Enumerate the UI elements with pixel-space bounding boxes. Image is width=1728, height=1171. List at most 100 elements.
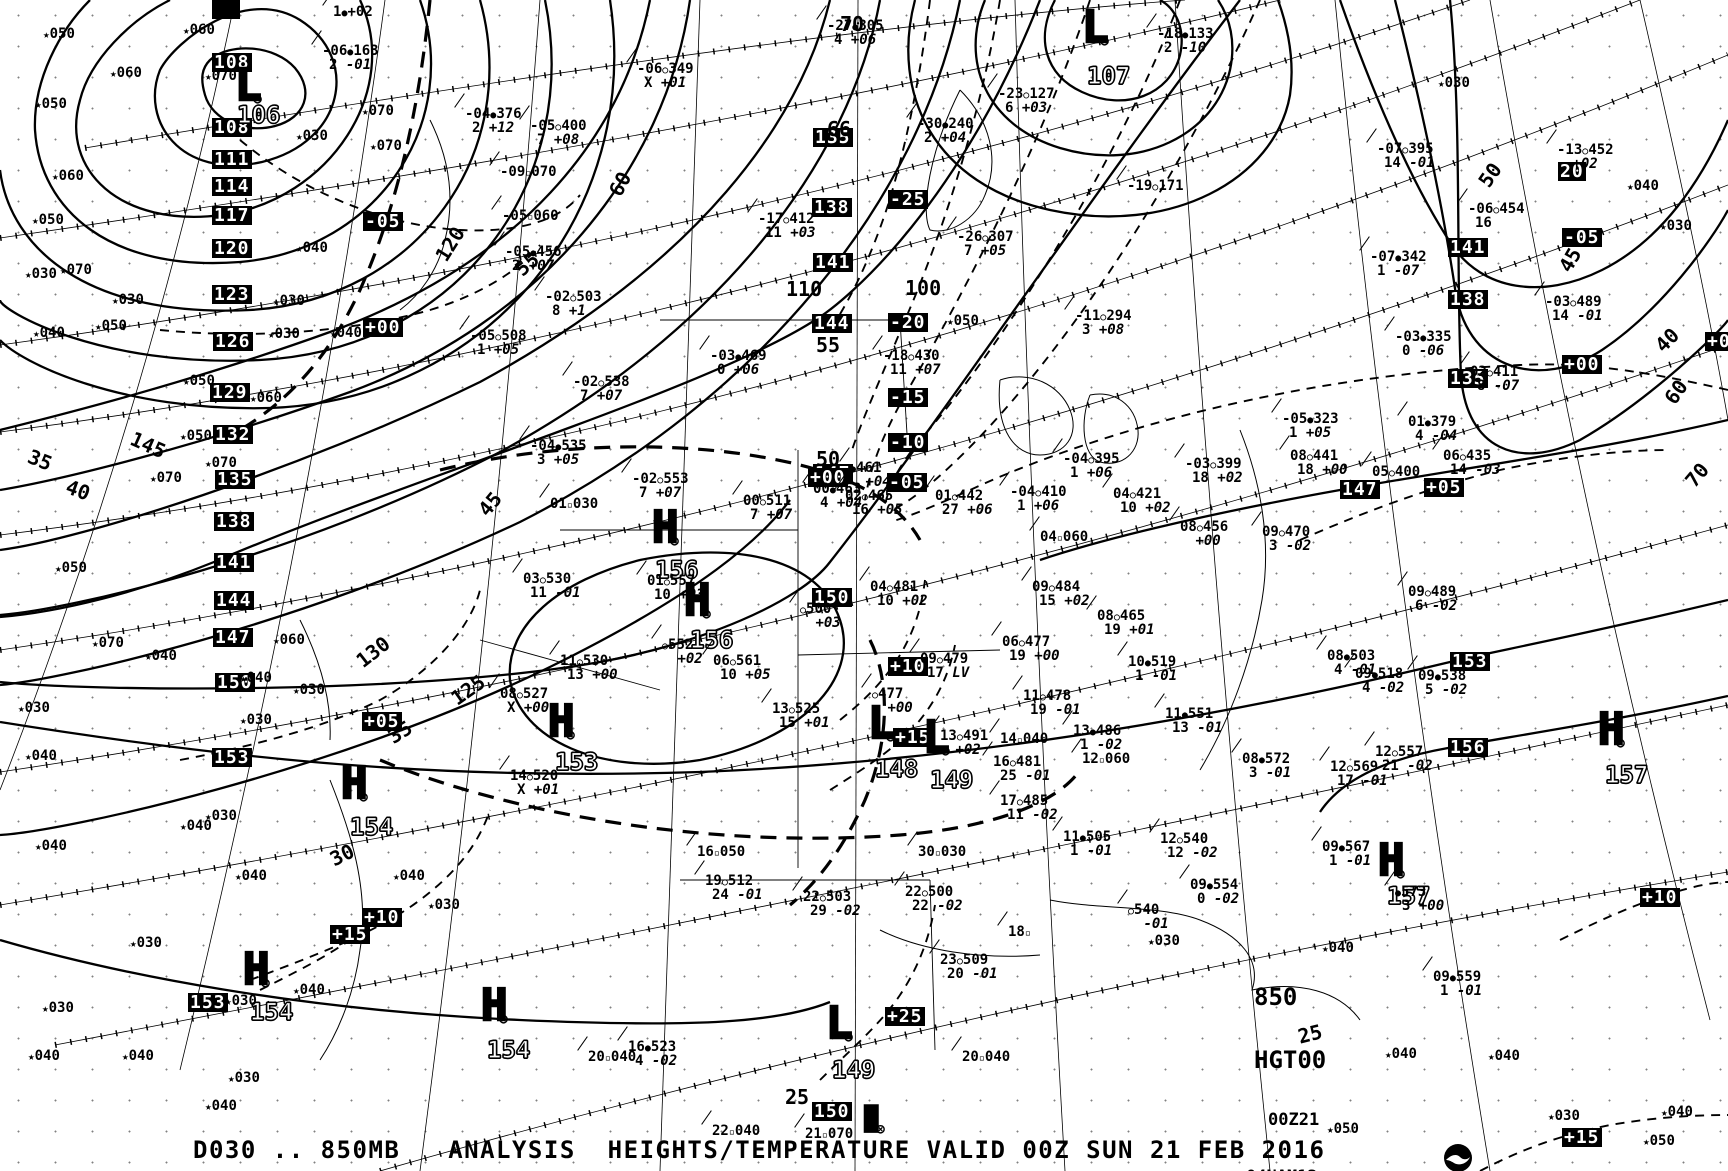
temperature-isotherm-dashed	[1559, 881, 1728, 941]
height-contour-label-box: 138	[1448, 289, 1488, 310]
station-plot: -06○349 X +01	[626, 48, 694, 90]
station-plot: -13○452 +02	[1546, 129, 1614, 171]
height-contour-line	[0, 0, 832, 552]
map-title: D030 .. 850MB ANALYSIS HEIGHTS/TEMPERATU…	[193, 1136, 1326, 1164]
station-plot: 09○479 17 LV	[909, 638, 969, 680]
temperature-isotherm-dashed	[884, 0, 1181, 506]
center-height-value: 156	[689, 625, 734, 654]
center-height-value: 157	[1604, 760, 1649, 789]
trough-axis-dashed	[788, 639, 886, 907]
station-plot: 13●486 1 -02	[1062, 710, 1122, 752]
graticule-meridian-line	[1174, 0, 1271, 1171]
graticule-meridian-line	[1014, 0, 1066, 1171]
temperature-label-box: -20	[888, 312, 928, 333]
station-plot: ●461 +04	[839, 447, 891, 489]
temperature-isotherm-dashed	[887, 0, 1261, 513]
temperature-label-box: +05	[1705, 332, 1728, 351]
temperature-label-box: -10	[888, 432, 928, 453]
height-contour-label-box: 144	[214, 590, 254, 611]
high-center-glyph: H	[480, 980, 509, 1031]
height-contour-label-box: 150	[812, 1101, 852, 1122]
temperature-isotherm-dashed	[829, 0, 931, 331]
station-plot: 00●463 4 +04	[802, 468, 862, 510]
graticule-tick-marks	[0, 342, 1728, 775]
height-contour-label-box: 144	[812, 313, 852, 334]
temperature-label-box: +25	[885, 1006, 925, 1027]
station-plot-star: ★040	[25, 748, 57, 764]
station-plot: -03●469 0 +06	[699, 335, 767, 377]
station-plot-star: ★040	[296, 240, 328, 256]
high-center-glyph: H	[1597, 704, 1626, 755]
station-plot-star: ★030	[268, 326, 300, 342]
station-plot-star: ★030	[1438, 75, 1470, 91]
height-contour-line	[0, 0, 553, 362]
station-plot-star: ★050	[947, 313, 979, 329]
station-plot: 09○489 6 -02	[1397, 571, 1457, 613]
station-plot-star: ★070	[370, 138, 402, 154]
height-contour-label-box: 117	[212, 205, 252, 226]
graticule-latitude-line	[0, 524, 1728, 906]
station-plot-star: ★030	[42, 1000, 74, 1016]
height-contour-line	[0, 499, 791, 837]
station-plot-star: ★030	[225, 993, 257, 1009]
circle-x-center-icon: ⊗	[499, 1010, 509, 1028]
station-plot: 08●503 4 -01	[1316, 635, 1376, 677]
station-plot-star: ★070	[205, 455, 237, 471]
circle-x-center-icon: ⊗	[941, 742, 951, 760]
graticule-latitude-line	[0, 54, 1728, 536]
station-plot: -27●305 4 +06	[816, 5, 884, 47]
station-plot: -03○489 14 -01	[1534, 281, 1603, 323]
height-contour-line	[0, 0, 692, 492]
station-plot: 04▫060	[1029, 516, 1088, 545]
graticule-meridian-line	[179, 0, 386, 1071]
station-plot: 09●538 5 -02	[1407, 655, 1467, 697]
trough-axis-dashed	[239, 0, 432, 432]
station-plot-star: ★040	[122, 1048, 154, 1064]
station-plot-star: ★030	[205, 808, 237, 824]
height-contour-label-box: 147	[1340, 479, 1380, 500]
station-plot: -03●335 0 -06	[1384, 316, 1452, 358]
station-plot-star: ★030	[228, 1070, 260, 1086]
station-plot: 17○485 11 -02	[989, 780, 1058, 822]
height-contour-label-box: 123	[212, 284, 252, 305]
center-height-value: 154	[486, 1035, 531, 1064]
station-plot-star: ★040	[1322, 940, 1354, 956]
station-plot: 13○525 15 +01	[761, 688, 830, 730]
station-plot: -04●376 2 +12	[454, 93, 522, 135]
low-center-glyph: L	[867, 698, 896, 749]
station-plot-star: ★050	[1327, 1121, 1359, 1137]
contour-line-label: 100	[905, 276, 942, 300]
station-plot-star: ★040	[205, 1098, 237, 1114]
station-plot: 19○512 24 -01	[694, 860, 763, 902]
high-center-glyph: H	[683, 575, 712, 626]
height-contour-label-box: 20	[1558, 161, 1586, 182]
temperature-label-box: -05	[363, 211, 403, 232]
station-plot: -19○171	[1116, 165, 1184, 194]
circle-x-center-icon: ⊗	[844, 1028, 854, 1046]
state-border-line	[479, 639, 661, 691]
station-plot: 08○441 18 +00	[1279, 435, 1348, 477]
temperature-label-box: +00	[363, 317, 403, 338]
height-contour-label-box: 120	[212, 238, 252, 259]
station-plot-star: ★050	[183, 373, 215, 389]
station-plot: 01○442 27 +06	[924, 475, 993, 517]
model-field: HGT00	[1254, 1046, 1327, 1074]
height-contour-line	[508, 551, 845, 765]
center-height-value: 157	[1386, 881, 1431, 910]
station-plot: -05▫060	[491, 195, 559, 224]
circle-x-center-icon: ⊗	[1100, 32, 1110, 50]
temperature-label-box: +00	[808, 467, 848, 488]
circle-x-center-icon: ⊗	[702, 605, 712, 623]
high-center-glyph: H	[547, 696, 576, 747]
station-plot: 02○411 8 -07	[1459, 351, 1519, 393]
station-plot: 00○511 7 +07	[732, 480, 792, 522]
graticule-latitude-line	[84, 0, 1186, 149]
height-contour-label-box: 141	[214, 552, 254, 573]
circle-x-center-icon: ⊗	[261, 974, 271, 992]
height-contour-label-box: 108	[212, 117, 252, 138]
station-plot: 14▫040	[989, 718, 1048, 747]
trough-axis-dashed	[379, 758, 1082, 840]
graticule-meridian-line	[419, 0, 541, 1171]
low-center-glyph: L	[922, 712, 951, 763]
station-plot: -03○399 18 +02	[1174, 443, 1243, 485]
